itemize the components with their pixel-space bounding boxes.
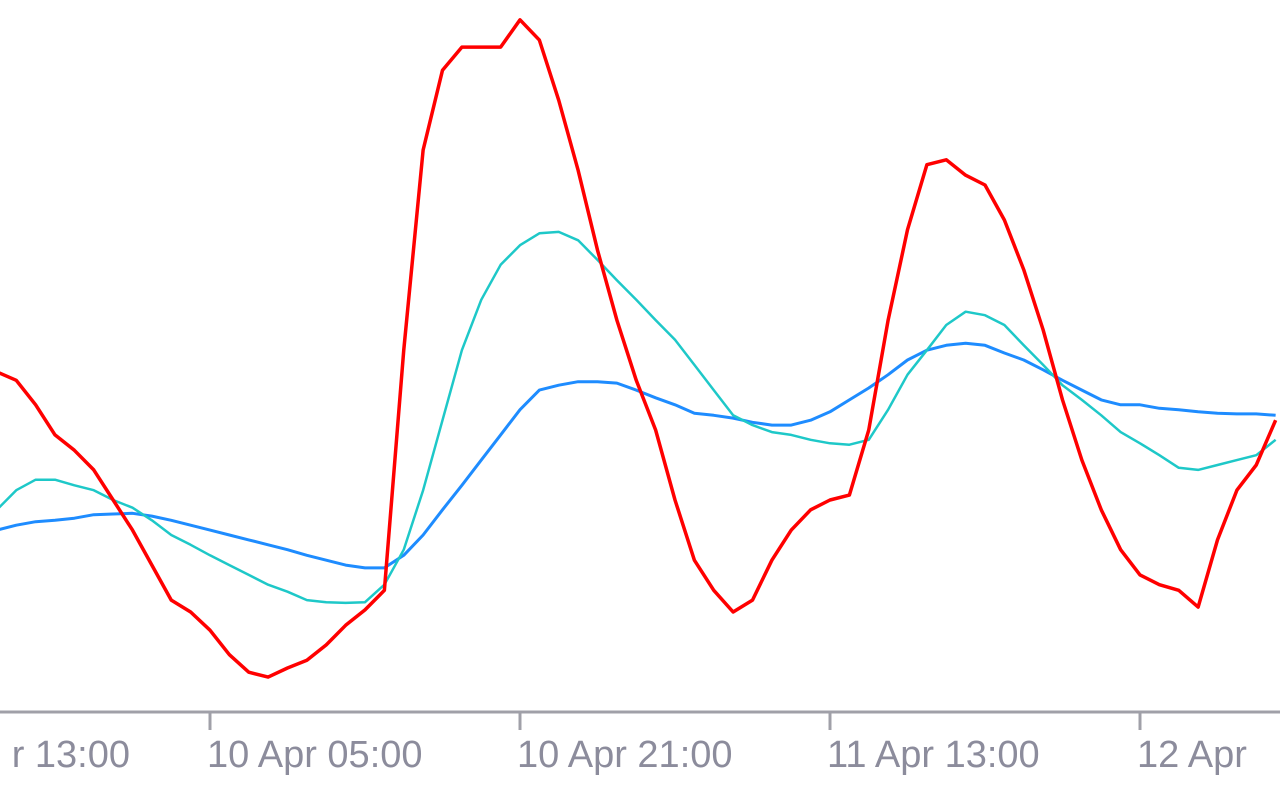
- x-tick-label: 12 Apr: [1137, 734, 1247, 776]
- x-tick-label: 11 Apr 13:00: [827, 734, 1040, 776]
- line-series: [0, 341, 1276, 570]
- x-tick-label: 10 Apr 05:00: [207, 734, 423, 776]
- line-series: [0, 230, 1277, 605]
- x-tick-label: 10 Apr 21:00: [517, 734, 733, 776]
- x-tick-label: r 13:00: [12, 734, 130, 776]
- line-series: [0, 18, 1278, 679]
